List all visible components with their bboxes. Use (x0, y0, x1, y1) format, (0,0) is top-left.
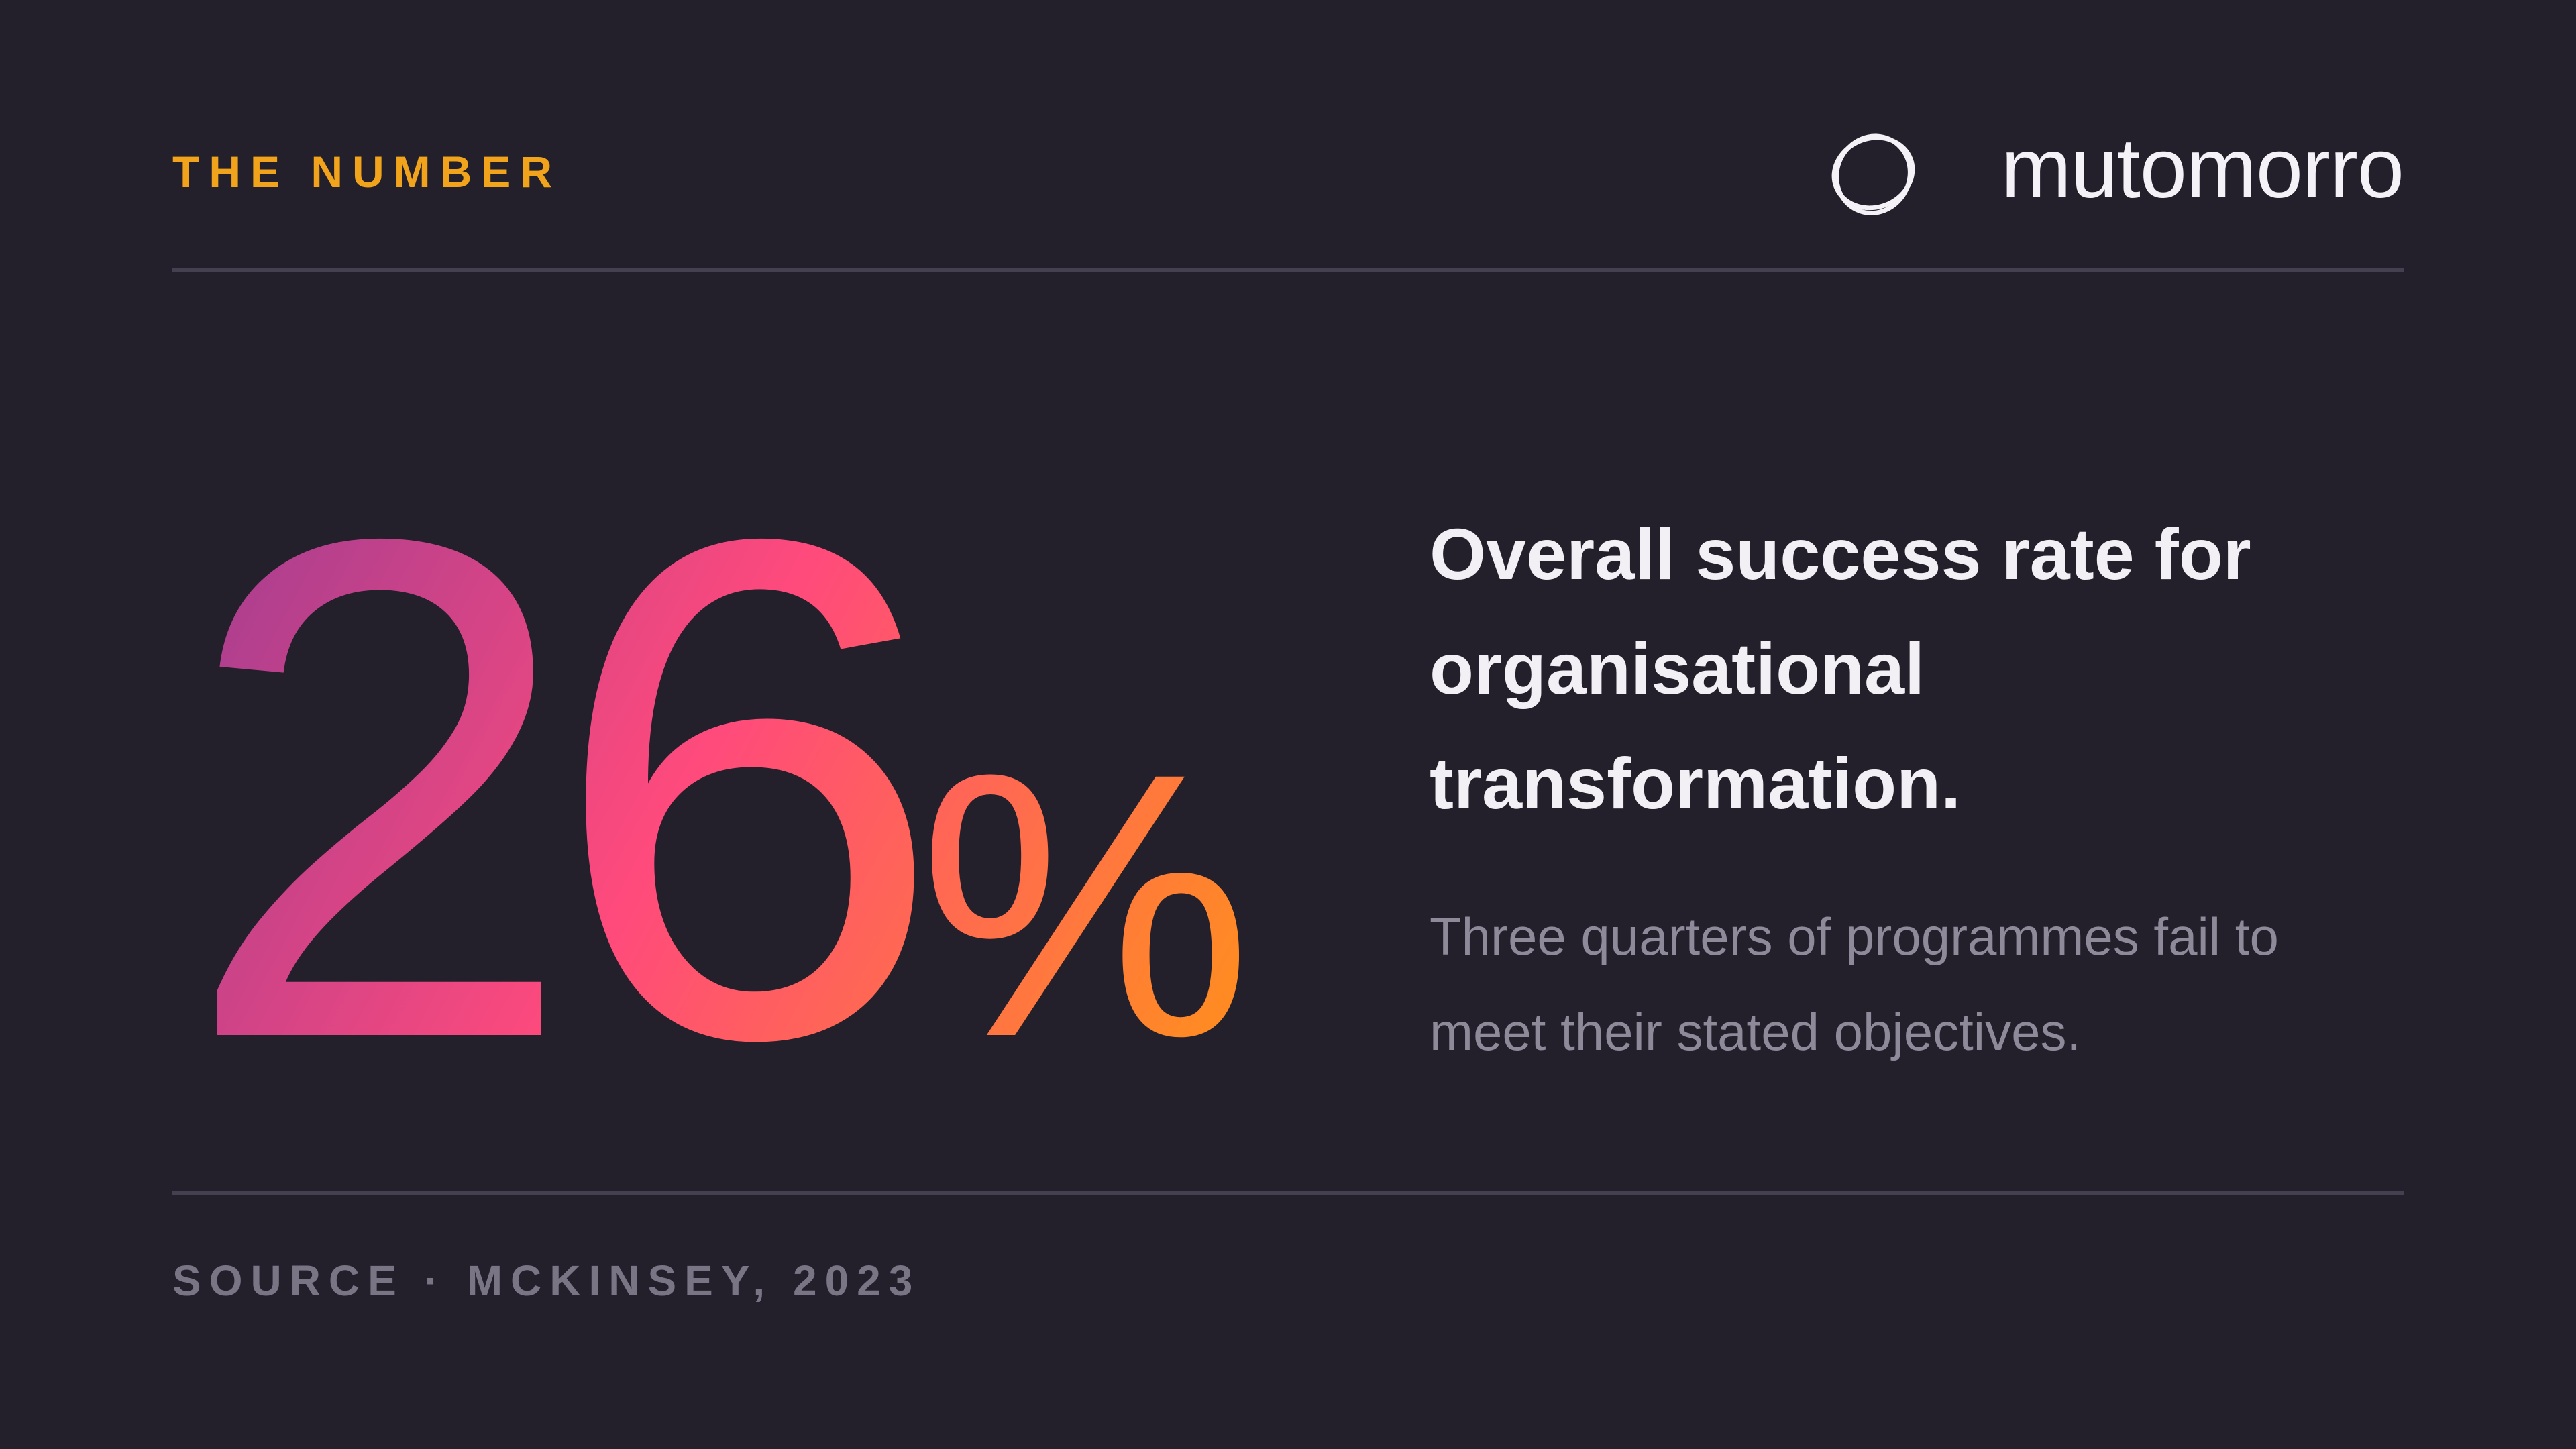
headline: Overall success rate for organisational … (1430, 513, 2251, 824)
stat-graphic: 26% (181, 391, 1252, 1140)
stat-value: 26 (181, 391, 918, 1140)
brand: mutomorro (2000, 121, 2404, 215)
body-text: Three quarters of programmes fail to mee… (1430, 907, 2279, 1061)
logo-icon (1831, 133, 1915, 215)
stat-number: 26% (181, 391, 1252, 1140)
stat-unit: % (918, 695, 1252, 1115)
divider (172, 268, 2404, 272)
section-label: THE NUMBER (172, 147, 561, 197)
divider (172, 1191, 2404, 1195)
source: SOURCE · MCKINSEY, 2023 (172, 1256, 921, 1305)
